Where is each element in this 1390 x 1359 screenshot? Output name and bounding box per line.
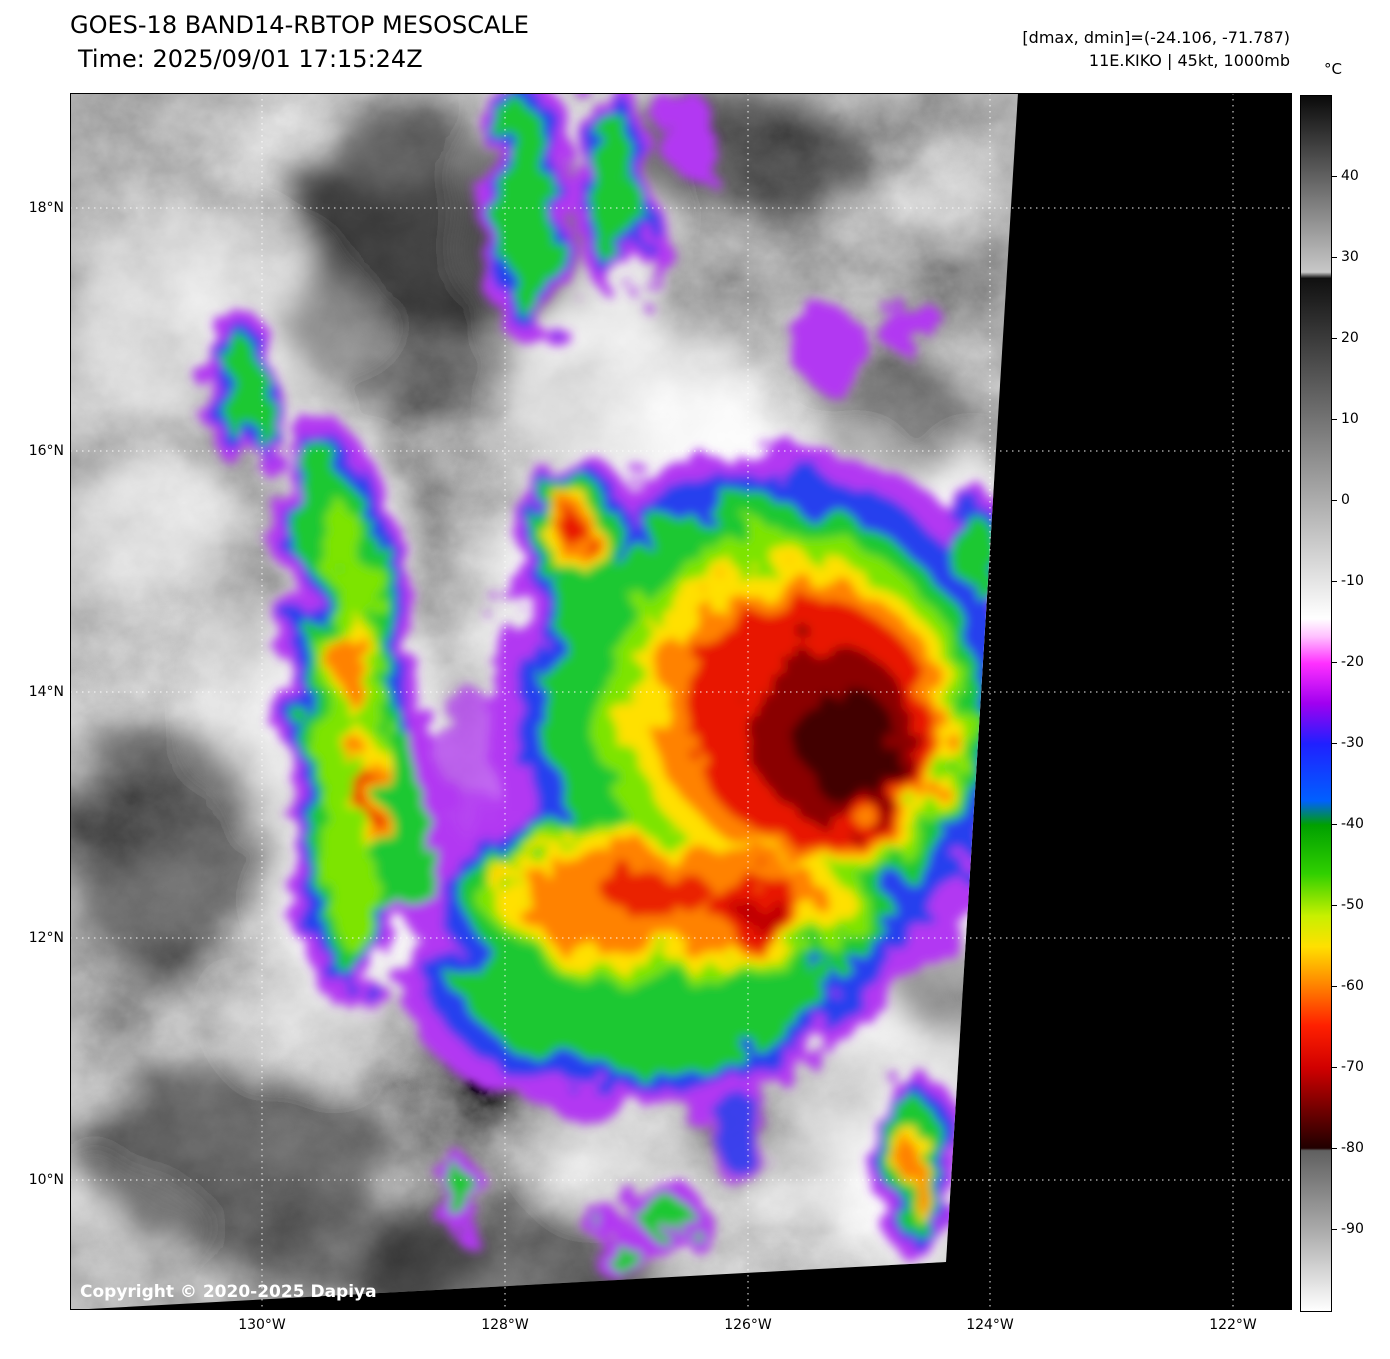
header-right: [dmax, dmin]=(-24.106, -71.787) 11E.KIKO…	[1022, 26, 1290, 72]
colorbar-tick-label: 20	[1341, 330, 1359, 346]
lat-label-12n: 12°N	[28, 930, 64, 946]
colorbar-tick-mark	[1332, 580, 1337, 582]
colorbar-tick-label: -10	[1341, 573, 1364, 589]
lon-label-122w: 122°W	[1209, 1317, 1257, 1333]
colorbar-tick-mark	[1332, 1228, 1337, 1230]
lat-label-16n: 16°N	[28, 443, 64, 459]
page-title: GOES-18 BAND14-RBTOP MESOSCALE	[70, 11, 529, 39]
colorbar-gradient	[1300, 95, 1332, 1312]
lat-label-14n: 14°N	[28, 684, 64, 700]
colorbar-tick-mark	[1332, 256, 1337, 258]
lon-label-128w: 128°W	[481, 1317, 529, 1333]
colorbar-tick-label: -50	[1341, 897, 1364, 913]
colorbar-tick-mark	[1332, 823, 1337, 825]
lon-label-130w: 130°W	[238, 1317, 286, 1333]
colorbar-tick-mark	[1332, 1147, 1337, 1149]
copyright-text: Copyright © 2020-2025 Dapiya	[80, 1282, 377, 1302]
colorbar-tick-mark	[1332, 175, 1337, 177]
lat-label-10n: 10°N	[28, 1172, 64, 1188]
enhancement-dark-red-core	[735, 646, 914, 927]
colorbar-tick-label: -60	[1341, 978, 1364, 994]
colorbar-tick-mark	[1332, 1066, 1337, 1068]
colorbar-tick-label: -80	[1341, 1140, 1364, 1156]
colorbar-tick-label: -30	[1341, 735, 1364, 751]
colorbar-tick-label: 10	[1341, 411, 1359, 427]
colorbar-tick-label: 30	[1341, 249, 1359, 265]
colorbar-tick-mark	[1332, 337, 1337, 339]
colorbar-tick-mark	[1332, 499, 1337, 501]
colorbar-tick-label: 40	[1341, 168, 1359, 184]
colorbar-tick-label: -90	[1341, 1221, 1364, 1237]
colorbar-tick-mark	[1332, 742, 1337, 744]
colorbar-ticks: 40 30 20 10 0 -10 -20 -30 -40 -50 -60 -70 -80 -90	[1332, 95, 1390, 1311]
map-border	[70, 93, 1292, 1310]
gridlines	[70, 93, 1292, 1310]
colorbar-tick-mark	[1332, 661, 1337, 663]
colorbar-tick-label: -40	[1341, 816, 1364, 832]
header-left: GOES-18 BAND14-RBTOP MESOSCALE Time: 202…	[70, 8, 529, 76]
colorbar-tick-label: 0	[1341, 492, 1350, 508]
lon-label-126w: 126°W	[724, 1317, 772, 1333]
satellite-image: Copyright © 2020-2025 Dapiya	[70, 93, 1292, 1310]
timestamp: Time: 2025/09/01 17:15:24Z	[78, 45, 423, 73]
range-info: [dmax, dmin]=(-24.106, -71.787)	[1022, 28, 1290, 47]
lon-label-124w: 124°W	[966, 1317, 1014, 1333]
colorbar-tick-mark	[1332, 985, 1337, 987]
colorbar-unit-label: °C	[1324, 60, 1342, 78]
colorbar-tick-mark	[1332, 904, 1337, 906]
map-frame: Copyright © 2020-2025 Dapiya	[70, 93, 1292, 1310]
storm-color-enhancement	[207, 93, 1018, 1278]
lat-label-18n: 18°N	[28, 200, 64, 216]
storm-info: 11E.KIKO | 45kt, 1000mb	[1088, 51, 1290, 70]
colorbar-tick-mark	[1332, 418, 1337, 420]
colorbar-tick-label: -20	[1341, 654, 1364, 670]
colorbar-tick-label: -70	[1341, 1059, 1364, 1075]
